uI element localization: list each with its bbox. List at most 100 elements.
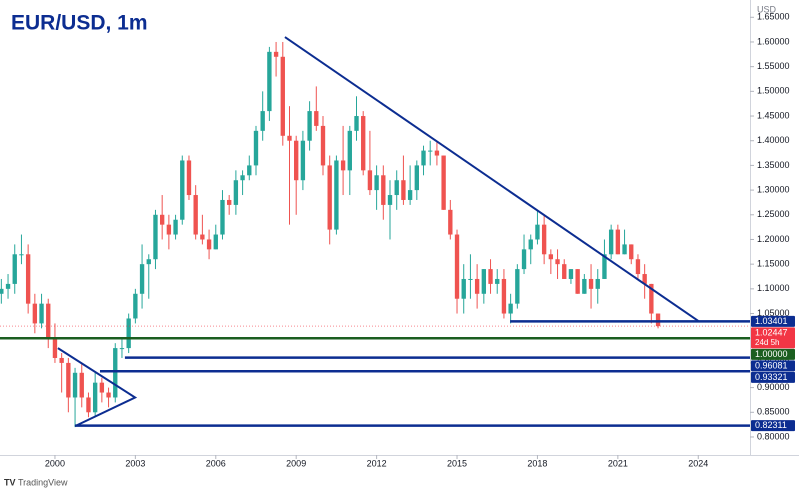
candle-body <box>555 259 560 265</box>
price-badge <box>751 371 795 383</box>
candle-body <box>501 278 507 314</box>
candle-body <box>582 278 587 294</box>
candle-body <box>334 160 339 230</box>
y-tick-label: 1.20000 <box>757 234 790 244</box>
candle-body <box>521 249 527 270</box>
candle-body <box>66 362 71 398</box>
candle-body <box>273 51 279 57</box>
candle-body <box>193 195 198 235</box>
candle-body <box>635 259 641 275</box>
y-tick-label: 0.90000 <box>757 382 790 392</box>
candle-body <box>354 116 359 131</box>
candle-body <box>180 160 185 220</box>
candle-body <box>186 160 192 196</box>
candle-body <box>394 180 399 196</box>
candle-body <box>649 283 654 314</box>
candle-body <box>19 254 24 256</box>
x-tick-label: 2018 <box>527 458 547 468</box>
candle-body <box>629 244 634 260</box>
candle-body <box>461 278 466 299</box>
price-badge <box>751 420 795 432</box>
candle-body <box>361 116 366 171</box>
candle-body <box>622 244 627 255</box>
candle-body <box>528 239 533 250</box>
candle-body <box>206 239 212 250</box>
candle-body <box>428 150 433 152</box>
candle-body <box>568 269 574 279</box>
candle-body <box>508 303 513 314</box>
price-badge-label: 0.93321 <box>755 372 788 382</box>
candle-body <box>615 229 621 255</box>
y-tick-label: 1.25000 <box>757 209 790 219</box>
candle-body <box>146 259 151 265</box>
candle-body <box>173 219 178 235</box>
candle-body <box>32 303 38 324</box>
candle-body <box>327 165 332 230</box>
price-badge-label: 0.96081 <box>755 361 788 371</box>
candle-body <box>159 214 165 225</box>
candle-body <box>401 180 406 200</box>
y-tick-label: 1.65000 <box>757 12 790 22</box>
y-tick-label: 1.45000 <box>757 110 790 120</box>
y-tick-label: 1.35000 <box>757 160 790 170</box>
candle-body <box>387 195 393 205</box>
candle-body <box>0 288 4 294</box>
candle-body <box>92 382 98 413</box>
price-badge <box>751 327 795 349</box>
candle-body <box>200 234 205 240</box>
candle-body <box>515 269 520 304</box>
candle-body <box>119 348 125 350</box>
x-tick-label: 2012 <box>367 458 387 468</box>
y-tick-label: 1.60000 <box>757 36 790 46</box>
candle-body <box>642 274 647 284</box>
trendline <box>284 36 699 322</box>
candle-body <box>474 278 480 294</box>
candle-body <box>166 224 172 235</box>
candle-body <box>72 372 78 398</box>
y-tick-label: 1.15000 <box>757 259 790 269</box>
chart-title: EUR/USD, 1m <box>11 12 148 35</box>
candle-body <box>25 254 31 304</box>
candle-body <box>99 382 105 393</box>
candle-body <box>52 338 58 358</box>
candle-body <box>548 254 554 260</box>
candle-body <box>340 160 346 171</box>
x-tick-label: 2003 <box>125 458 145 468</box>
price-badge <box>751 360 795 372</box>
candle-body <box>481 269 487 294</box>
candle-body <box>233 180 239 205</box>
candle-body <box>374 175 379 191</box>
candle-body <box>562 264 567 279</box>
candle-body <box>300 140 306 181</box>
candle-body <box>133 293 138 319</box>
candle-body <box>320 125 326 166</box>
candle-body <box>287 135 292 141</box>
candle-body <box>253 130 259 166</box>
candle-body <box>247 165 252 176</box>
candle-body <box>86 397 91 413</box>
candle-body <box>314 111 319 126</box>
candle-body <box>240 175 245 181</box>
candle-body <box>106 392 111 398</box>
candle-body <box>588 278 594 289</box>
watermark-logo: TV <box>4 477 16 487</box>
x-tick-label: 2021 <box>608 458 628 468</box>
candle-body <box>595 278 600 289</box>
candle-body <box>307 111 312 141</box>
x-tick-label: 2015 <box>447 458 467 468</box>
x-tick-label: 2009 <box>286 458 306 468</box>
candle-body <box>448 209 453 235</box>
candle-body <box>602 254 607 279</box>
candle-body <box>454 234 460 299</box>
candle-body <box>575 269 580 294</box>
y-tick-label: 0.80000 <box>757 431 790 441</box>
candle-body <box>468 278 473 280</box>
candle-body <box>153 214 158 260</box>
y-tick-label: 0.85000 <box>757 407 790 417</box>
candle-body <box>280 56 285 136</box>
price-badge <box>751 348 795 360</box>
candle-body <box>213 234 218 250</box>
candle-body <box>12 254 17 284</box>
